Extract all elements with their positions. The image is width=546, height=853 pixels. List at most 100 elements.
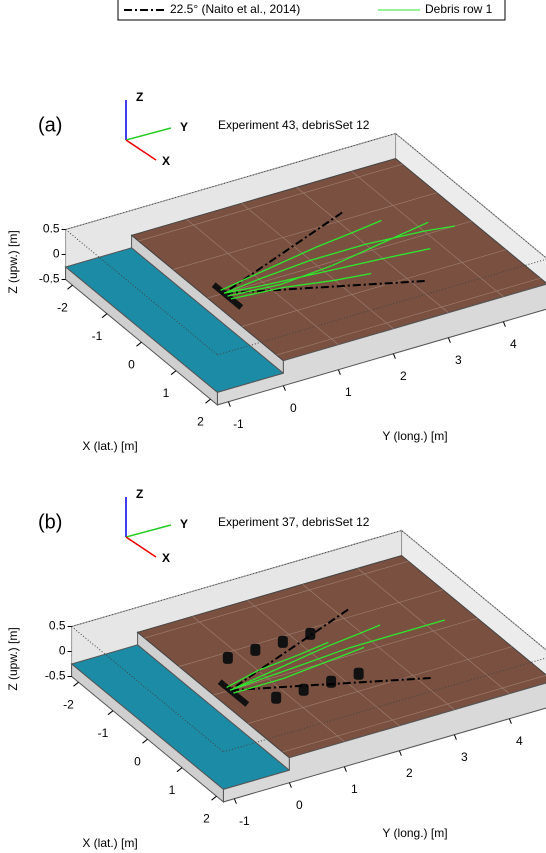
triad-x (125, 536, 157, 558)
x-tick-label: -1 (92, 329, 103, 343)
x-tick-label: 1 (163, 386, 170, 400)
z-tick-label: -0.5 (45, 669, 66, 683)
tick-mark (337, 369, 341, 375)
z-tick-label: 0 (53, 247, 60, 261)
grid-line (357, 568, 510, 694)
tick-mark (447, 337, 451, 343)
obstacle (277, 635, 288, 648)
y-tick-label: 1 (351, 782, 358, 796)
x-tick-label: 1 (169, 783, 176, 797)
tick-mark (502, 321, 506, 327)
trajectory (226, 608, 431, 692)
x-tick-label: 0 (134, 754, 141, 768)
z-tick-label: 0.5 (43, 222, 60, 236)
panel-label: (a) (38, 114, 62, 136)
x-axis-label: X (lat.) [m] (82, 836, 137, 850)
triad-label: Z (136, 487, 143, 501)
grid-line (302, 584, 455, 710)
x-tick-label: 0 (128, 357, 135, 371)
box-edge (71, 530, 402, 627)
x-tick-label: -2 (57, 300, 68, 314)
x-tick-label: -2 (63, 697, 74, 711)
y-tick-label: -1 (233, 417, 244, 431)
trajectory (220, 219, 456, 300)
x-tick-label: 2 (197, 414, 204, 428)
tick-mark (398, 750, 402, 756)
z-axis-label: Z (upw.) [m] (6, 230, 20, 293)
tick-mark (67, 284, 73, 290)
tick-mark (211, 795, 217, 801)
tick-mark (282, 385, 286, 391)
tick-mark (101, 313, 108, 319)
box-edge (217, 258, 546, 356)
obstacle (326, 675, 337, 688)
grid-line (192, 616, 345, 742)
y-tick-label: 4 (510, 337, 517, 351)
z-tick-label: -0.5 (39, 272, 60, 286)
tick-mark (227, 401, 231, 407)
y-axis-label: Y (long.) [m] (382, 429, 447, 443)
obstacle (353, 667, 364, 680)
grid-line (351, 171, 504, 297)
tick-mark (288, 782, 292, 788)
y-tick-label: 0 (290, 401, 297, 415)
triad-label: X (162, 551, 170, 565)
tick-mark (233, 798, 237, 804)
legend-box (117, 0, 506, 21)
tick-mark (392, 353, 396, 359)
y-tick-label: -1 (239, 814, 250, 828)
obstacle (271, 691, 282, 704)
tick-mark (107, 710, 114, 716)
y-axis-label: Y (long.) [m] (382, 826, 447, 840)
triad-label: Z (136, 90, 143, 104)
y-tick-label: 2 (400, 369, 407, 383)
panel: -2 -1 0 1 2 -1 0 1 2 3 4 -0.5 0 0.5 (a) Experiment 43, … (6, 90, 546, 453)
y-tick-label: 3 (461, 750, 468, 764)
y-tick-label: 4 (516, 734, 523, 748)
z-tick-label: 0.5 (49, 619, 66, 633)
panel-title: Experiment 43, debrisSet 12 (218, 118, 370, 132)
y-tick-label: 0 (296, 798, 303, 812)
x-tick-label: -1 (98, 726, 109, 740)
panel: -2 -1 0 1 2 -1 0 1 2 3 4 -0.5 0 0.5 (b) Experiment 37, … (6, 487, 546, 850)
box-edge (65, 133, 396, 230)
tick-mark (205, 398, 211, 404)
y-tick-label: 2 (406, 766, 413, 780)
tick-mark (508, 718, 512, 724)
legend-label: Debris row 1 (425, 2, 493, 16)
tick-mark (73, 681, 79, 687)
tick-mark (453, 734, 457, 740)
y-tick-label: 3 (455, 353, 462, 367)
obstacle (250, 643, 261, 656)
x-axis-label: X (lat.) [m] (82, 439, 137, 453)
grid-line (241, 203, 394, 329)
panel-label: (b) (38, 511, 62, 533)
tick-mark (176, 767, 183, 773)
triad-label: Y (180, 517, 188, 531)
box-edge (223, 657, 546, 753)
x-tick-label: 2 (203, 811, 210, 825)
triad-y (125, 524, 172, 538)
triad-label: Y (180, 120, 188, 134)
side-wall (71, 662, 224, 803)
z-tick-label: 0 (59, 644, 66, 658)
y-tick-label: 1 (345, 385, 352, 399)
side-wall (65, 265, 218, 406)
tick-mark (170, 370, 177, 376)
tick-mark (343, 766, 347, 772)
trajectory (226, 619, 445, 694)
legend: 22.5° (Naito et al., 2014) Debris row 1 (117, 0, 506, 21)
legend-label: 22.5° (Naito et al., 2014) (170, 2, 300, 16)
triad-label: X (162, 154, 170, 168)
trajectory (220, 211, 425, 295)
triad-y (125, 127, 172, 141)
obstacle (222, 651, 233, 664)
grid-line (186, 219, 339, 345)
tick-mark (136, 341, 142, 347)
panel-title: Experiment 37, debrisSet 12 (218, 515, 370, 529)
triad-x (125, 139, 157, 161)
grid-line (296, 187, 449, 313)
z-axis-label: Z (upw.) [m] (6, 627, 20, 690)
